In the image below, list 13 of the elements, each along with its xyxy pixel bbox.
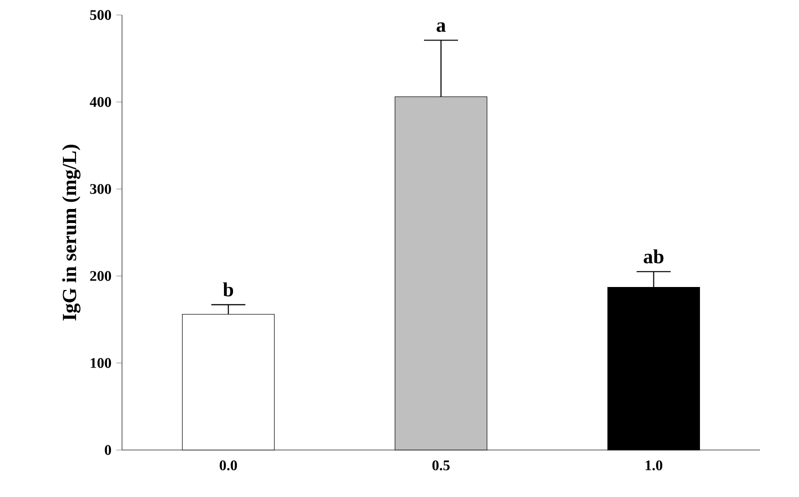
x-tick-label: 1.0 bbox=[646, 460, 662, 470]
y-tick-label: 0 bbox=[104, 445, 112, 455]
annotation: b bbox=[223, 282, 234, 296]
annotation: a bbox=[436, 22, 446, 32]
y-tick-label: 400 bbox=[90, 97, 112, 107]
y-tick-label: 500 bbox=[90, 10, 112, 20]
x-tick-label: 0.0 bbox=[220, 460, 237, 470]
annotation: ab bbox=[644, 249, 664, 264]
y-tick-label: 300 bbox=[90, 184, 112, 194]
y-tick-label: 100 bbox=[90, 358, 112, 368]
x-tick-label: 0.5 bbox=[432, 460, 450, 470]
y-axis-title: IgG in serum (mg/L) bbox=[62, 144, 80, 320]
y-tick-label: 200 bbox=[90, 271, 112, 281]
